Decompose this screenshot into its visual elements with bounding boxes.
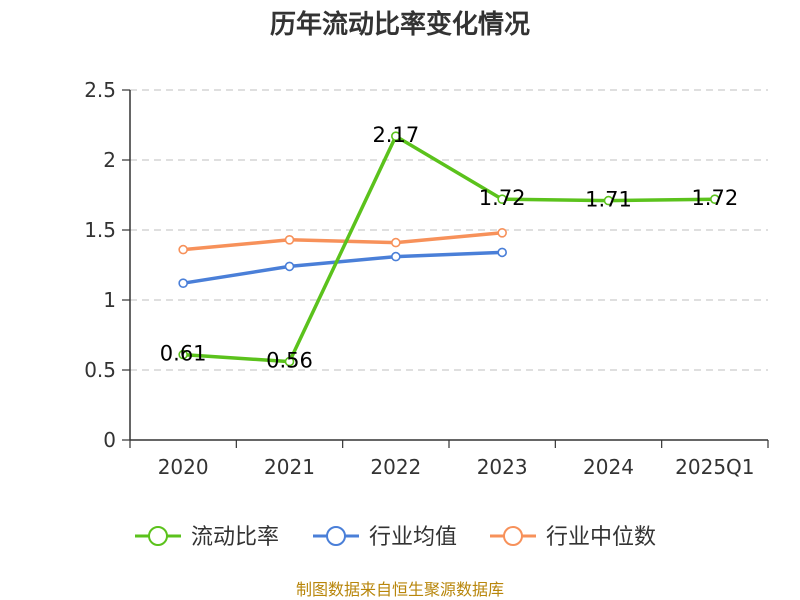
legend-item-1[interactable]: 行业均值 [313, 525, 457, 550]
data-point-0-3 [497, 194, 507, 204]
data-point-0-5 [710, 194, 720, 204]
data-point-0-0 [178, 349, 188, 360]
y-tick-label-1: 0.5 [84, 358, 116, 382]
x-tick-label-3: 2023 [477, 455, 528, 479]
y-tick-label-2: 1 [103, 288, 116, 312]
axes: 0 0.5 1 1.5 2 2.5 2020 2021 2022 2023 2024 2025Q1 [84, 78, 769, 479]
legend-label-1: 行业均值 [369, 525, 457, 550]
gridlines [130, 89, 768, 371]
legend-label-2: 行业中位数 [546, 525, 656, 550]
x-tick-label-5: 2025Q1 [675, 455, 754, 479]
data-point-1-1 [284, 261, 295, 272]
chart-title: 历年流动比率变化情况 [270, 9, 530, 40]
data-point-2-0 [178, 244, 188, 255]
data-labels: 0.61 0.56 2.17 1.72 1.71 1.72 [160, 123, 738, 372]
legend-item-0[interactable]: 流动比率 [135, 525, 279, 550]
series-line-1 [182, 250, 503, 285]
legend-swatch-marker-1 [326, 526, 346, 546]
series-layer [178, 131, 720, 367]
legend-label-0: 流动比率 [191, 525, 279, 550]
data-point-0-2 [391, 131, 401, 141]
y-tick-label-3: 1.5 [84, 218, 116, 242]
x-tick-label-4: 2024 [583, 455, 634, 479]
x-tick-label-1: 2021 [264, 455, 315, 479]
data-label-0-0: 0.61 [160, 342, 207, 366]
legend-item-2[interactable]: 行业中位数 [490, 525, 656, 550]
data-label-0-5: 1.72 [691, 186, 738, 210]
source-note: 制图数据来自恒生聚源数据库 [296, 580, 504, 599]
data-point-1-2 [391, 251, 401, 262]
legend[interactable]: 流动比率 行业均值 行业中位数 [135, 525, 656, 550]
legend-swatch-marker-0 [148, 526, 168, 546]
data-point-2-1 [284, 235, 295, 245]
data-point-2-2 [391, 237, 401, 248]
x-tick-label-2: 2022 [370, 455, 421, 479]
series-line-2 [183, 231, 503, 252]
y-tick-label-0: 0 [103, 428, 116, 452]
data-point-1-0 [178, 278, 188, 289]
data-point-2-3 [497, 228, 507, 238]
data-point-0-1 [284, 356, 295, 367]
legend-swatch-marker-2 [503, 526, 523, 546]
data-label-0-3: 1.72 [479, 186, 526, 210]
series-line-0 [183, 134, 715, 364]
data-label-0-2: 2.17 [372, 123, 419, 147]
y-tick-label-4: 2 [103, 148, 116, 172]
data-point-1-3 [497, 247, 507, 258]
data-label-0-4: 1.71 [585, 188, 632, 212]
x-tick-label-0: 2020 [158, 455, 209, 479]
data-point-0-4 [603, 195, 614, 206]
data-label-0-1: 0.56 [266, 349, 313, 373]
y-tick-label-5: 2.5 [84, 78, 116, 102]
